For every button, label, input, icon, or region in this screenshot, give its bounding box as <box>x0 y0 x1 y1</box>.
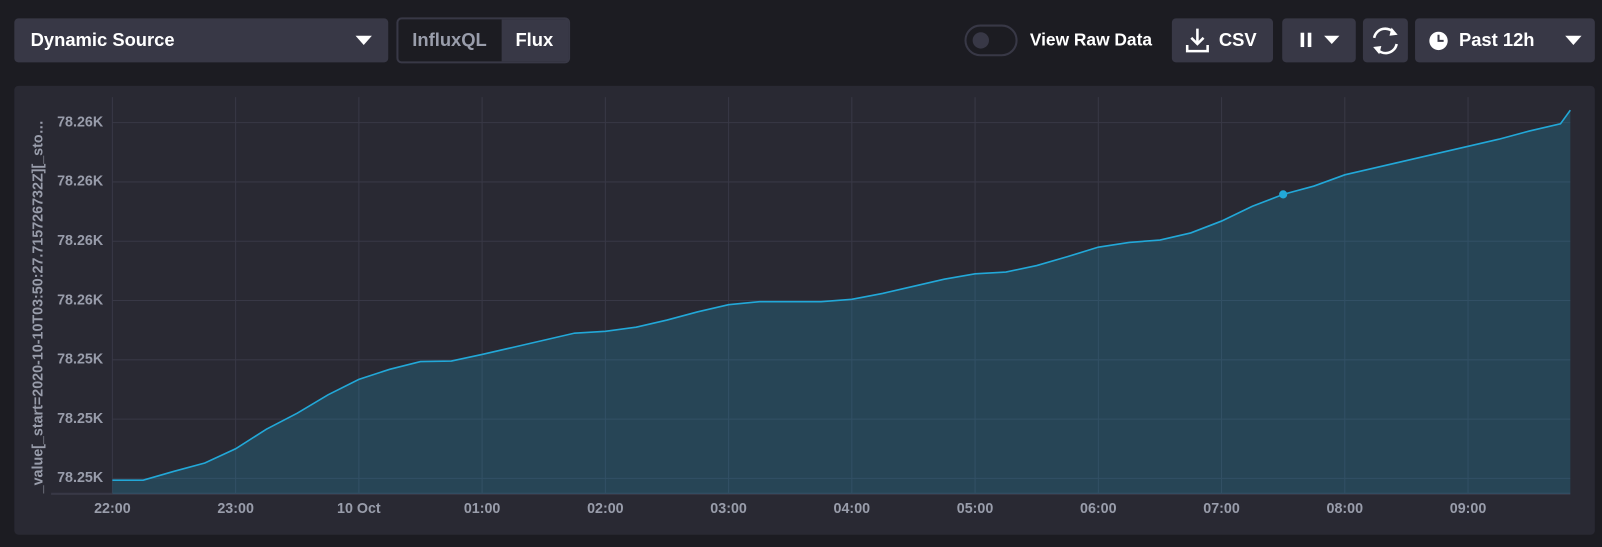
x-tick-label: 01:00 <box>464 501 501 517</box>
tab-label: Flux <box>515 29 554 50</box>
x-tick-label: 02:00 <box>587 501 624 517</box>
caret-icon <box>355 35 372 45</box>
x-tick-label: 03:00 <box>710 501 747 517</box>
chart: 78.25K 78.25K 78.25K 78.26K 78.26K 78.26K 78.2… <box>51 97 1571 517</box>
tab-label: InfluxQL <box>412 29 486 50</box>
toggle-knob <box>972 32 989 49</box>
x-tick-label: 22:00 <box>94 501 131 517</box>
area-fill <box>112 110 1571 494</box>
x-tick-label: 23:00 <box>217 501 254 517</box>
dropdown-box <box>14 18 389 63</box>
button-label: Past 12h <box>1459 29 1535 50</box>
raw-data-toggle[interactable] <box>964 24 1018 57</box>
clock-hands <box>1437 34 1444 42</box>
y-tick-label: 78.25K <box>57 352 104 368</box>
toggle-label: View Raw Data <box>1030 29 1153 49</box>
button-bg <box>1415 18 1595 63</box>
chart-panel <box>14 85 1595 535</box>
pause-icon <box>1300 32 1305 48</box>
y-tick-label: 78.26K <box>57 114 104 130</box>
x-tick-label: 09:00 <box>1450 501 1487 517</box>
influxql-tab[interactable]: InfluxQL <box>412 29 486 50</box>
x-tick-label: 06:00 <box>1080 501 1117 517</box>
csv-button[interactable]: CSV <box>1171 18 1274 63</box>
pause-icon <box>1307 32 1312 48</box>
y-tick-label: 78.25K <box>57 411 104 427</box>
hover-point <box>1279 190 1288 199</box>
caret-icon <box>1324 35 1340 44</box>
button-label: CSV <box>1219 29 1258 50</box>
y-tick-label: 78.26K <box>57 233 104 249</box>
x-tick-label: 05:00 <box>957 501 994 517</box>
y-tick-label: 78.25K <box>57 470 104 486</box>
pause-button[interactable] <box>1282 18 1356 63</box>
y-axis-title: _value[_start=2020-10-10T03:50:27.715726… <box>31 120 47 494</box>
line <box>112 109 1571 482</box>
x-tick-label: 08:00 <box>1327 501 1364 517</box>
tab-active-bg <box>501 19 569 62</box>
x-tick-label: 04:00 <box>834 501 871 517</box>
refresh-arrows <box>1373 27 1398 55</box>
flux-tab[interactable]: Flux <box>501 19 569 62</box>
button-bg <box>1282 18 1356 63</box>
source-dropdown[interactable]: Dynamic Source <box>14 18 389 63</box>
download-icon <box>1185 28 1209 53</box>
x-tick-label: 10 Oct <box>337 501 381 517</box>
dropdown-label: Dynamic Source <box>31 29 175 50</box>
y-tick-label: 78.26K <box>57 174 104 190</box>
refresh-button[interactable] <box>1362 18 1408 63</box>
y-tick-label: 78.26K <box>57 292 104 308</box>
button-bg <box>1362 18 1408 63</box>
x-tick-label: 07:00 <box>1203 501 1240 517</box>
caret-icon <box>1565 35 1582 45</box>
time-range-dropdown[interactable]: Past 12h <box>1415 18 1595 63</box>
